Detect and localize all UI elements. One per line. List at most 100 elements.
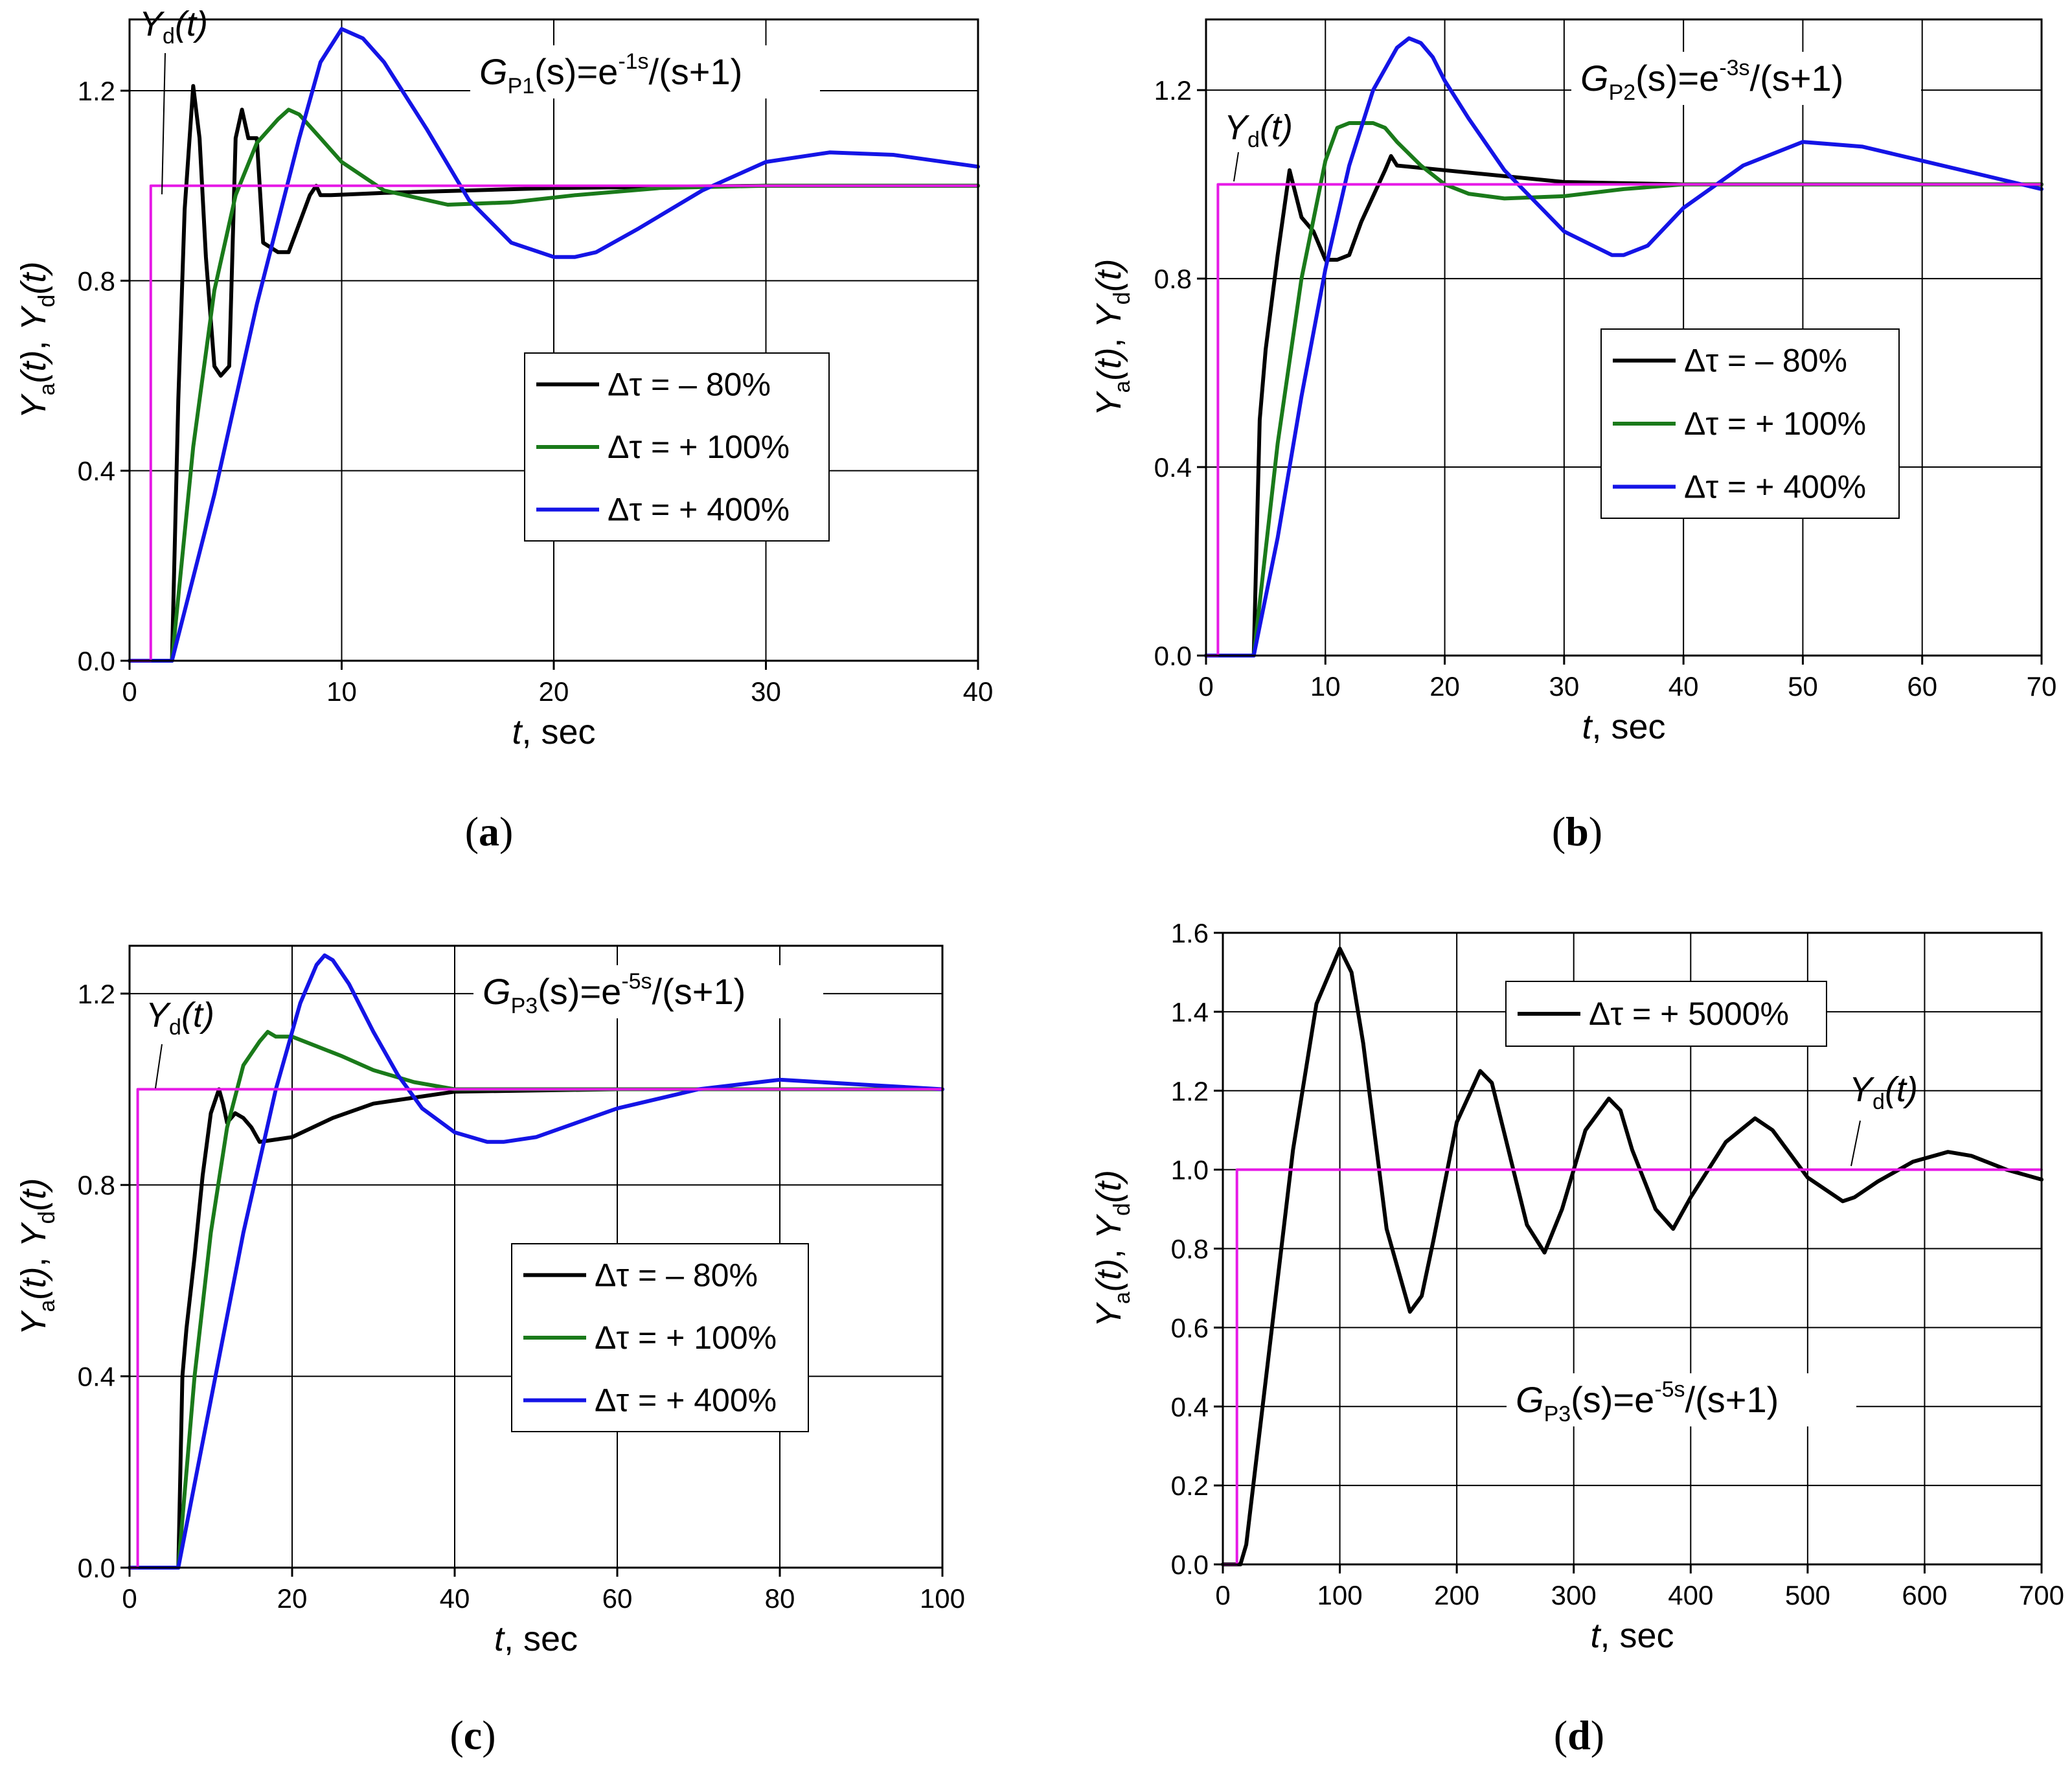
yd-leader-line bbox=[1850, 1120, 1861, 1167]
legend-entry: Δτ = + 5000% bbox=[1589, 996, 1789, 1032]
x-tick-label: 10 bbox=[1310, 671, 1341, 702]
x-axis-label: t, sec bbox=[494, 1619, 578, 1658]
panel-caption: (d) bbox=[1554, 1712, 1604, 1758]
series-line-2 bbox=[128, 1029, 944, 1570]
panel-caption: (b) bbox=[1552, 808, 1602, 854]
x-axis-label-var: t bbox=[1590, 1616, 1601, 1655]
x-axis-label: t, sec bbox=[1582, 707, 1665, 746]
y-axis-label: Ya(t), Yd(t) bbox=[1089, 1170, 1135, 1327]
x-tick-label: 0 bbox=[122, 1583, 137, 1614]
chart-title: GP3(s)=e-5s/(s+1) bbox=[1516, 1377, 1779, 1426]
y-tick-label: 0.4 bbox=[1171, 1391, 1209, 1422]
series-line-1 bbox=[128, 1087, 944, 1570]
y-tick-label: 0.0 bbox=[78, 646, 115, 676]
legend: Δτ = – 80% Δτ = + 100% Δτ = + 400% bbox=[1600, 328, 1900, 519]
y-tick-label: 0.4 bbox=[78, 1362, 115, 1392]
series-line-2 bbox=[128, 108, 980, 663]
y-tick-label: 0.8 bbox=[78, 266, 115, 296]
y-tick-label: 0.0 bbox=[1171, 1550, 1209, 1580]
chart-title: GP3(s)=e-5s/(s+1) bbox=[483, 969, 746, 1018]
chart-title-background bbox=[473, 965, 823, 1018]
x-tick-label: 30 bbox=[751, 676, 781, 707]
y-tick-label: 0.6 bbox=[1171, 1312, 1209, 1343]
y-tick-label: 0.0 bbox=[1154, 641, 1192, 671]
yd-leader-line bbox=[1233, 152, 1239, 182]
x-axis-label: t, sec bbox=[1590, 1616, 1674, 1655]
y-axis-label: Ya(t), Yd(t) bbox=[14, 1178, 60, 1336]
y-tick-label: 0.4 bbox=[78, 456, 115, 486]
series-line-2 bbox=[1204, 121, 2044, 658]
y-tick-label: 1.2 bbox=[78, 76, 115, 106]
legend-entry: Δτ = – 80% bbox=[595, 1257, 758, 1293]
chart-panel-c: 0 20 40 60 80 100 0.0 0.4 0.8 1.2 t, sec Ya(t), Yd(… bbox=[14, 944, 965, 1758]
x-tick-label: 50 bbox=[1788, 671, 1818, 702]
x-tick-label: 70 bbox=[2027, 671, 2057, 702]
yd-leader-line bbox=[155, 1044, 163, 1089]
x-tick-label: 20 bbox=[277, 1583, 308, 1614]
y-tick-label: 0.0 bbox=[78, 1553, 115, 1583]
y-tick-label: 1.0 bbox=[1171, 1155, 1209, 1185]
y-tick-label: 0.8 bbox=[1154, 264, 1192, 294]
x-tick-label: 0 bbox=[1198, 671, 1213, 702]
legend-entry: Δτ = + 400% bbox=[595, 1382, 777, 1419]
y-tick-label: 1.2 bbox=[1154, 75, 1192, 106]
x-tick-label: 10 bbox=[326, 676, 357, 707]
grid bbox=[1223, 932, 2042, 1564]
x-tick-label: 40 bbox=[963, 676, 994, 707]
chart-panel-b: 0 10 20 30 40 50 60 70 0.0 0.4 0.8 1.2 t, sec Ya(t), … bbox=[1089, 18, 2057, 854]
x-tick-label: 100 bbox=[920, 1583, 965, 1614]
legend: Δτ = – 80% Δτ = + 100% Δτ = + 400% bbox=[524, 352, 830, 542]
chart-title-background bbox=[1571, 52, 1921, 105]
chart-panel-d: 0 100 200 300 400 500 600 700 0.0 0.2 0.4 0.6 0.8 1.0… bbox=[1089, 918, 2064, 1758]
panel-caption: (c) bbox=[450, 1712, 495, 1758]
legend-entry: Δτ = + 400% bbox=[1684, 468, 1866, 505]
x-tick-label: 400 bbox=[1668, 1580, 1713, 1610]
yd-label: Yd(t) bbox=[1849, 1070, 1918, 1114]
x-tick-label: 0 bbox=[122, 676, 137, 707]
plot-frame bbox=[1205, 18, 2043, 657]
legend-entry: Δτ = + 100% bbox=[1684, 406, 1866, 442]
x-tick-label: 60 bbox=[1907, 671, 1937, 702]
legend-entry: Δτ = + 100% bbox=[595, 1320, 777, 1356]
legend-entry: Δτ = – 80% bbox=[1684, 343, 1847, 379]
yd-label: Yd(t) bbox=[139, 5, 208, 49]
x-axis-label-unit: , sec bbox=[1591, 707, 1665, 746]
x-axis-label-unit: , sec bbox=[504, 1619, 578, 1658]
legend-entry: Δτ = + 400% bbox=[608, 492, 790, 528]
x-tick-label: 60 bbox=[602, 1583, 633, 1614]
yd-leader-line bbox=[161, 52, 166, 195]
yd-label: Yd(t) bbox=[1224, 108, 1293, 152]
series-line-3 bbox=[128, 953, 944, 1570]
plot-frame bbox=[128, 944, 944, 1569]
x-axis-label: t, sec bbox=[512, 713, 595, 751]
y-tick-label: 0.8 bbox=[78, 1170, 115, 1200]
x-tick-label: 30 bbox=[1549, 671, 1579, 702]
series-line-1 bbox=[128, 84, 980, 663]
series-line-3 bbox=[1204, 36, 2044, 658]
x-axis-label-var: t bbox=[494, 1619, 505, 1658]
y-axis-label: Ya(t), Yd(t) bbox=[14, 262, 60, 419]
yd-label: Yd(t) bbox=[146, 996, 214, 1040]
x-tick-label: 300 bbox=[1551, 1580, 1597, 1610]
x-tick-label: 100 bbox=[1317, 1580, 1363, 1610]
x-tick-label: 80 bbox=[765, 1583, 795, 1614]
x-tick-label: 40 bbox=[1668, 671, 1699, 702]
y-tick-label: 1.4 bbox=[1171, 997, 1209, 1027]
series-line-1 bbox=[1204, 154, 2044, 658]
x-axis-label-unit: , sec bbox=[521, 713, 595, 751]
legend: Δτ = – 80% Δτ = + 100% Δτ = + 400% bbox=[511, 1243, 809, 1432]
y-tick-label: 0.8 bbox=[1171, 1234, 1209, 1264]
y-tick-label: 0.4 bbox=[1154, 452, 1192, 483]
y-axis-label: Ya(t), Yd(t) bbox=[1089, 259, 1135, 417]
x-tick-label: 600 bbox=[1902, 1580, 1947, 1610]
x-axis-label-var: t bbox=[512, 713, 523, 751]
x-tick-label: 20 bbox=[539, 676, 569, 707]
series-group bbox=[128, 953, 944, 1570]
y-tick-label: 1.2 bbox=[78, 979, 115, 1009]
x-tick-label: 40 bbox=[440, 1583, 470, 1614]
chart-title-background bbox=[470, 45, 820, 98]
x-axis-label-var: t bbox=[1582, 707, 1593, 746]
chart-panel-a: 0 10 20 30 40 0.0 0.4 0.8 1.2 t, sec Ya(t), Yd(t) G… bbox=[14, 5, 993, 854]
legend-entry: Δτ = – 80% bbox=[608, 366, 771, 402]
